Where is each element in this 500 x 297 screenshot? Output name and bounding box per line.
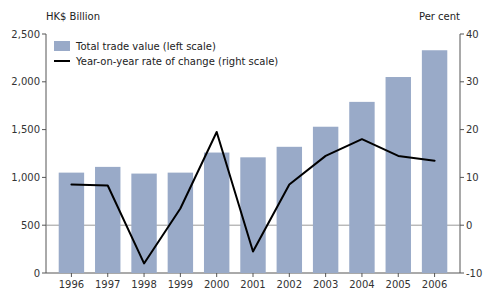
chart-container: 1996199719981999200020012002200320042005…: [0, 0, 500, 297]
x-tick-label: 2000: [204, 279, 229, 290]
x-tick: [107, 273, 108, 277]
y-axis-label: HK$ Billion: [46, 11, 100, 22]
x-tick-label: 2002: [277, 279, 302, 290]
y2-tick: [460, 34, 464, 35]
bar: [313, 127, 338, 273]
y-tick: [42, 81, 46, 82]
chart-svg: 1996199719981999200020012002200320042005…: [0, 0, 500, 297]
y-axis-line: [46, 34, 47, 273]
x-tick-label: 2006: [422, 279, 447, 290]
legend-label: Total trade value (left scale): [75, 41, 216, 52]
x-tick-label: 2004: [349, 279, 374, 290]
bar: [204, 153, 229, 273]
y2-tick-label: 30: [466, 76, 479, 87]
y-tick: [42, 129, 46, 130]
bar: [349, 102, 374, 273]
legend: Total trade value (left scale) Year-on-ye…: [54, 41, 278, 67]
y-tick: [42, 225, 46, 226]
y-tick-label: 1,500: [11, 124, 40, 135]
x-tick: [361, 273, 362, 277]
y-tick-label: 2,500: [11, 29, 40, 40]
bar: [240, 157, 265, 273]
y-tick-label: 500: [21, 220, 40, 231]
y-tick: [42, 177, 46, 178]
x-tick: [144, 273, 145, 277]
y2-tick: [460, 129, 464, 130]
y-tick-label: 2,000: [11, 76, 40, 87]
legend-swatch: [54, 41, 70, 51]
x-tick: [434, 273, 435, 277]
y2-tick: [460, 225, 464, 226]
bar: [386, 77, 411, 273]
x-tick-label: 2005: [386, 279, 411, 290]
bar: [277, 147, 302, 273]
x-tick-label: 1997: [95, 279, 120, 290]
x-tick: [216, 273, 217, 277]
x-tick-label: 1999: [168, 279, 193, 290]
x-tick: [71, 273, 72, 277]
bar: [59, 173, 84, 273]
y-tick-label: 1,000: [11, 172, 40, 183]
plot-area: [46, 50, 460, 273]
y2-tick: [460, 273, 464, 274]
legend-swatch: [54, 60, 70, 62]
bar: [131, 174, 156, 273]
x-tick: [180, 273, 181, 277]
x-tick: [325, 273, 326, 277]
x-tick-label: 1996: [59, 279, 84, 290]
legend-label: Year-on-year rate of change (right scale…: [75, 56, 278, 67]
y-tick-label: 0: [34, 268, 40, 279]
y2-axis-line: [460, 34, 461, 273]
y2-tick: [460, 177, 464, 178]
y2-axis-label: Per cent: [419, 11, 460, 22]
y2-tick-label: 0: [466, 220, 472, 231]
y2-tick-label: -10: [466, 268, 482, 279]
x-tick-label: 2001: [240, 279, 265, 290]
x-tick-label: 2003: [313, 279, 338, 290]
bar: [95, 167, 120, 273]
y-tick: [42, 34, 46, 35]
x-tick: [253, 273, 254, 277]
y-tick: [42, 273, 46, 274]
x-tick: [289, 273, 290, 277]
y2-tick: [460, 81, 464, 82]
y2-tick-label: 20: [466, 124, 479, 135]
line: [71, 132, 434, 263]
x-tick-label: 1998: [131, 279, 156, 290]
y2-tick-label: 40: [466, 29, 479, 40]
y2-tick-label: 10: [466, 172, 479, 183]
x-tick: [398, 273, 399, 277]
